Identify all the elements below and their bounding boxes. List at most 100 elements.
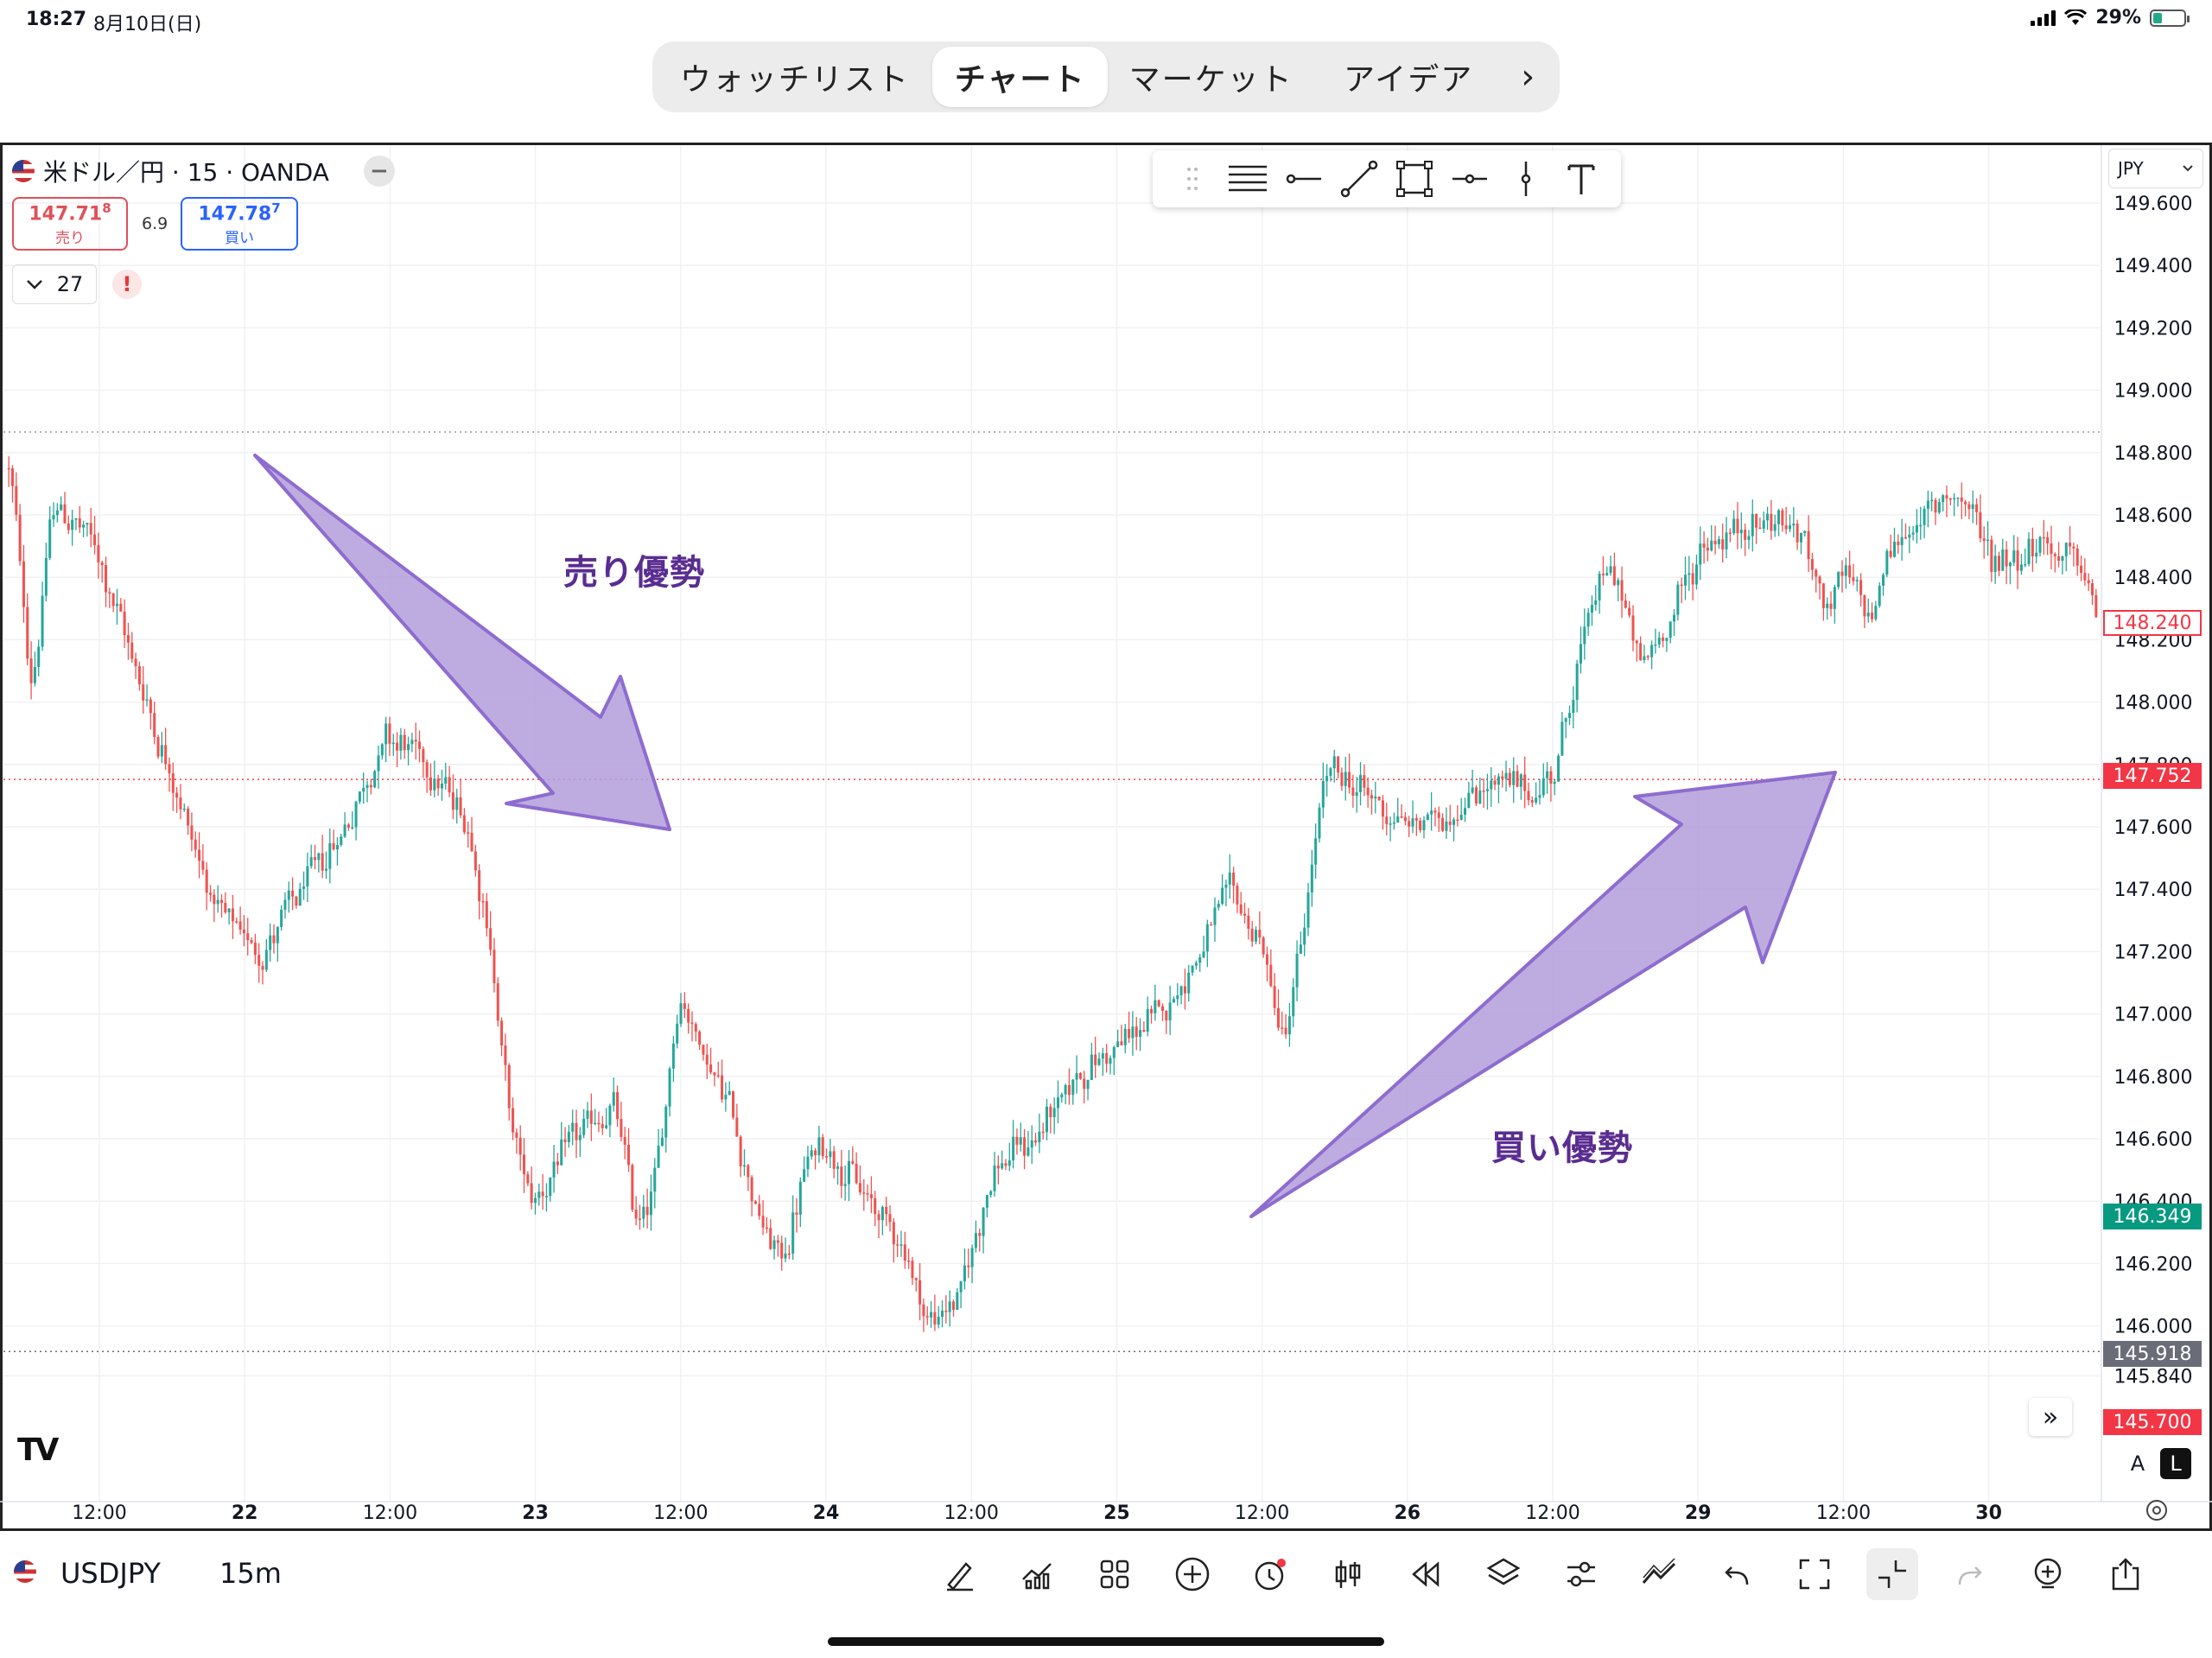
annotation-sell[interactable]: 売り優勢	[563, 553, 705, 593]
candle-body	[44, 557, 48, 596]
annotation-buy[interactable]: 買い優勢	[1491, 1128, 1633, 1168]
candle-body	[930, 1312, 933, 1318]
candle-body	[1721, 539, 1725, 549]
tab-market[interactable]: マーケット	[1128, 62, 1294, 98]
candle-body	[213, 894, 216, 905]
candle-body	[1056, 1097, 1059, 1109]
candle-body	[1866, 613, 1870, 617]
candle-body	[175, 792, 179, 798]
us-flag-icon	[12, 160, 35, 182]
candle-body	[1646, 656, 1649, 657]
candle-body	[732, 1090, 735, 1118]
symbol-picker[interactable]: USDJPY	[60, 1557, 161, 1590]
candle-body	[1612, 566, 1616, 586]
candle-body	[1535, 797, 1538, 803]
redo-icon[interactable]	[1944, 1548, 1996, 1600]
scroll-to-realtime-icon[interactable]: »	[2029, 1398, 2072, 1436]
candle-body	[1467, 792, 1471, 809]
magnet-icon[interactable]	[1633, 1548, 1685, 1600]
horizontal-ray-icon[interactable]	[1283, 158, 1325, 200]
layout-grid-icon[interactable]	[1089, 1548, 1141, 1600]
candle-body	[571, 1122, 575, 1132]
auto-scale-button[interactable]: A	[2130, 1452, 2145, 1476]
candle-body	[1422, 820, 1426, 830]
warning-icon[interactable]: !	[112, 270, 142, 299]
tab-ideas[interactable]: アイデア	[1344, 62, 1474, 98]
currency-select[interactable]: JPY	[2108, 149, 2203, 188]
candle-body	[776, 1240, 779, 1243]
candle-body	[683, 1003, 686, 1009]
candle-body	[951, 1301, 955, 1310]
candle-body	[1027, 1147, 1030, 1156]
replay-icon[interactable]	[1400, 1548, 1452, 1600]
candle-body	[1224, 884, 1228, 888]
candle-body	[1926, 500, 1929, 509]
candle-body	[1348, 772, 1351, 788]
candle-body	[653, 1167, 657, 1192]
candle-type-icon[interactable]	[1322, 1548, 1374, 1600]
candle-body	[507, 1064, 511, 1109]
candle-body	[1930, 499, 1934, 502]
layers-icon[interactable]	[1478, 1548, 1529, 1600]
alert-clock-icon[interactable]	[1244, 1548, 1296, 1600]
settings-sliders-icon[interactable]	[1555, 1548, 1607, 1600]
interval-picker[interactable]: 15m	[219, 1557, 282, 1590]
candle-body	[676, 1023, 679, 1044]
candle-body	[1937, 501, 1941, 513]
crosshair-collapse-icon[interactable]	[1866, 1548, 1918, 1600]
candle-body	[160, 745, 163, 757]
symbol-flag-icon	[14, 1560, 36, 1583]
candle-body	[649, 1191, 652, 1216]
candle-body	[769, 1228, 772, 1249]
price-tick-label: 147.200	[2114, 942, 2193, 963]
candle-body	[552, 1161, 556, 1178]
candle-body	[679, 1003, 683, 1024]
candle-body	[1276, 1007, 1280, 1028]
candle-body	[269, 935, 272, 950]
indicators-toggle-button[interactable]: 27	[12, 264, 97, 304]
tab-chart[interactable]: チャート	[931, 47, 1109, 107]
candle-body	[134, 658, 137, 667]
wifi-icon	[2064, 9, 2088, 25]
line-style-icon[interactable]	[1227, 158, 1268, 200]
candle-body	[276, 926, 279, 943]
candle-body	[2035, 552, 2038, 556]
chart-frame	[0, 143, 2212, 1531]
candle-body	[1097, 1058, 1101, 1065]
indicators-icon[interactable]	[1011, 1548, 1063, 1600]
legend-title[interactable]: 米ドル／円 · 15 · OANDA	[43, 158, 329, 187]
pen-icon[interactable]	[933, 1548, 985, 1600]
candle-body	[549, 1177, 552, 1197]
candle-body	[71, 519, 74, 530]
tab-watchlist[interactable]: ウォッチリスト	[679, 62, 910, 98]
share-icon[interactable]	[2100, 1548, 2152, 1600]
drag-handle-icon[interactable]	[1172, 158, 1213, 200]
rectangle-icon[interactable]	[1394, 158, 1435, 200]
vertical-line-icon[interactable]	[1505, 158, 1547, 200]
undo-icon[interactable]	[1711, 1548, 1763, 1600]
trend-line-icon[interactable]	[1338, 158, 1380, 200]
candle-body	[1948, 498, 1952, 500]
zoom-in-icon[interactable]	[2022, 1548, 2074, 1600]
tabs-more-chevron-icon[interactable]: ›	[1521, 57, 1537, 97]
log-scale-button[interactable]: L	[2160, 1448, 2191, 1479]
collapse-legend-icon[interactable]: −	[363, 156, 395, 187]
sell-button[interactable]: 147.718 売り	[12, 197, 128, 251]
candle-body	[1157, 1000, 1160, 1007]
time-tick-label: 26	[1394, 1502, 1421, 1524]
fullscreen-icon[interactable]	[1789, 1548, 1840, 1600]
candle-body	[1306, 892, 1310, 928]
text-tool-icon[interactable]	[1560, 158, 1602, 200]
candle-body	[354, 801, 358, 828]
buy-button[interactable]: 147.787 買い	[181, 197, 298, 251]
add-circle-icon[interactable]	[1166, 1548, 1218, 1600]
candle-body	[2027, 538, 2031, 564]
candle-body	[1325, 776, 1329, 782]
chart-settings-icon[interactable]	[2139, 1493, 2174, 1528]
candle-body	[504, 1045, 507, 1065]
tradingview-logo[interactable]: TV	[17, 1432, 59, 1468]
horizontal-line-icon[interactable]	[1449, 158, 1491, 200]
candle-body	[1198, 956, 1202, 963]
candle-body	[1874, 606, 1878, 619]
